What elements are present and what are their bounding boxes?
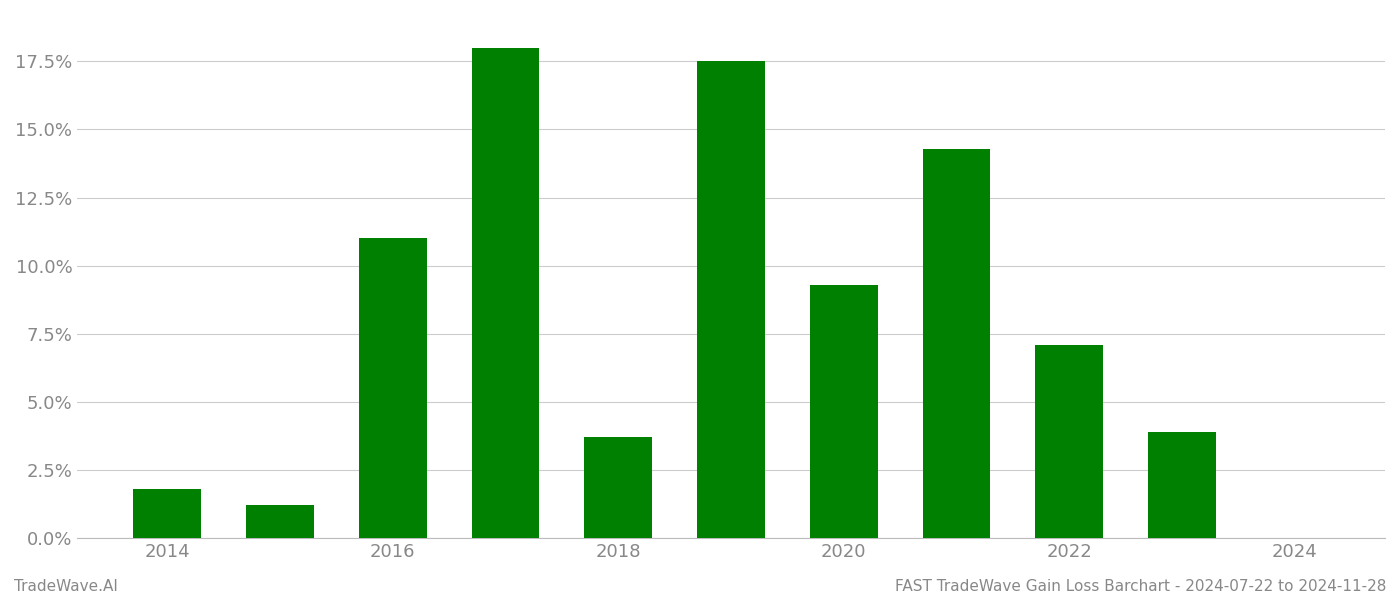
Bar [246, 505, 314, 538]
Bar [472, 47, 539, 538]
Bar [133, 489, 202, 538]
Bar [1148, 432, 1215, 538]
Bar [697, 61, 764, 538]
Bar [923, 149, 990, 538]
Text: TradeWave.AI: TradeWave.AI [14, 579, 118, 594]
Bar [1036, 344, 1103, 538]
Text: FAST TradeWave Gain Loss Barchart - 2024-07-22 to 2024-11-28: FAST TradeWave Gain Loss Barchart - 2024… [895, 579, 1386, 594]
Bar [584, 437, 652, 538]
Bar [358, 238, 427, 538]
Bar [811, 285, 878, 538]
